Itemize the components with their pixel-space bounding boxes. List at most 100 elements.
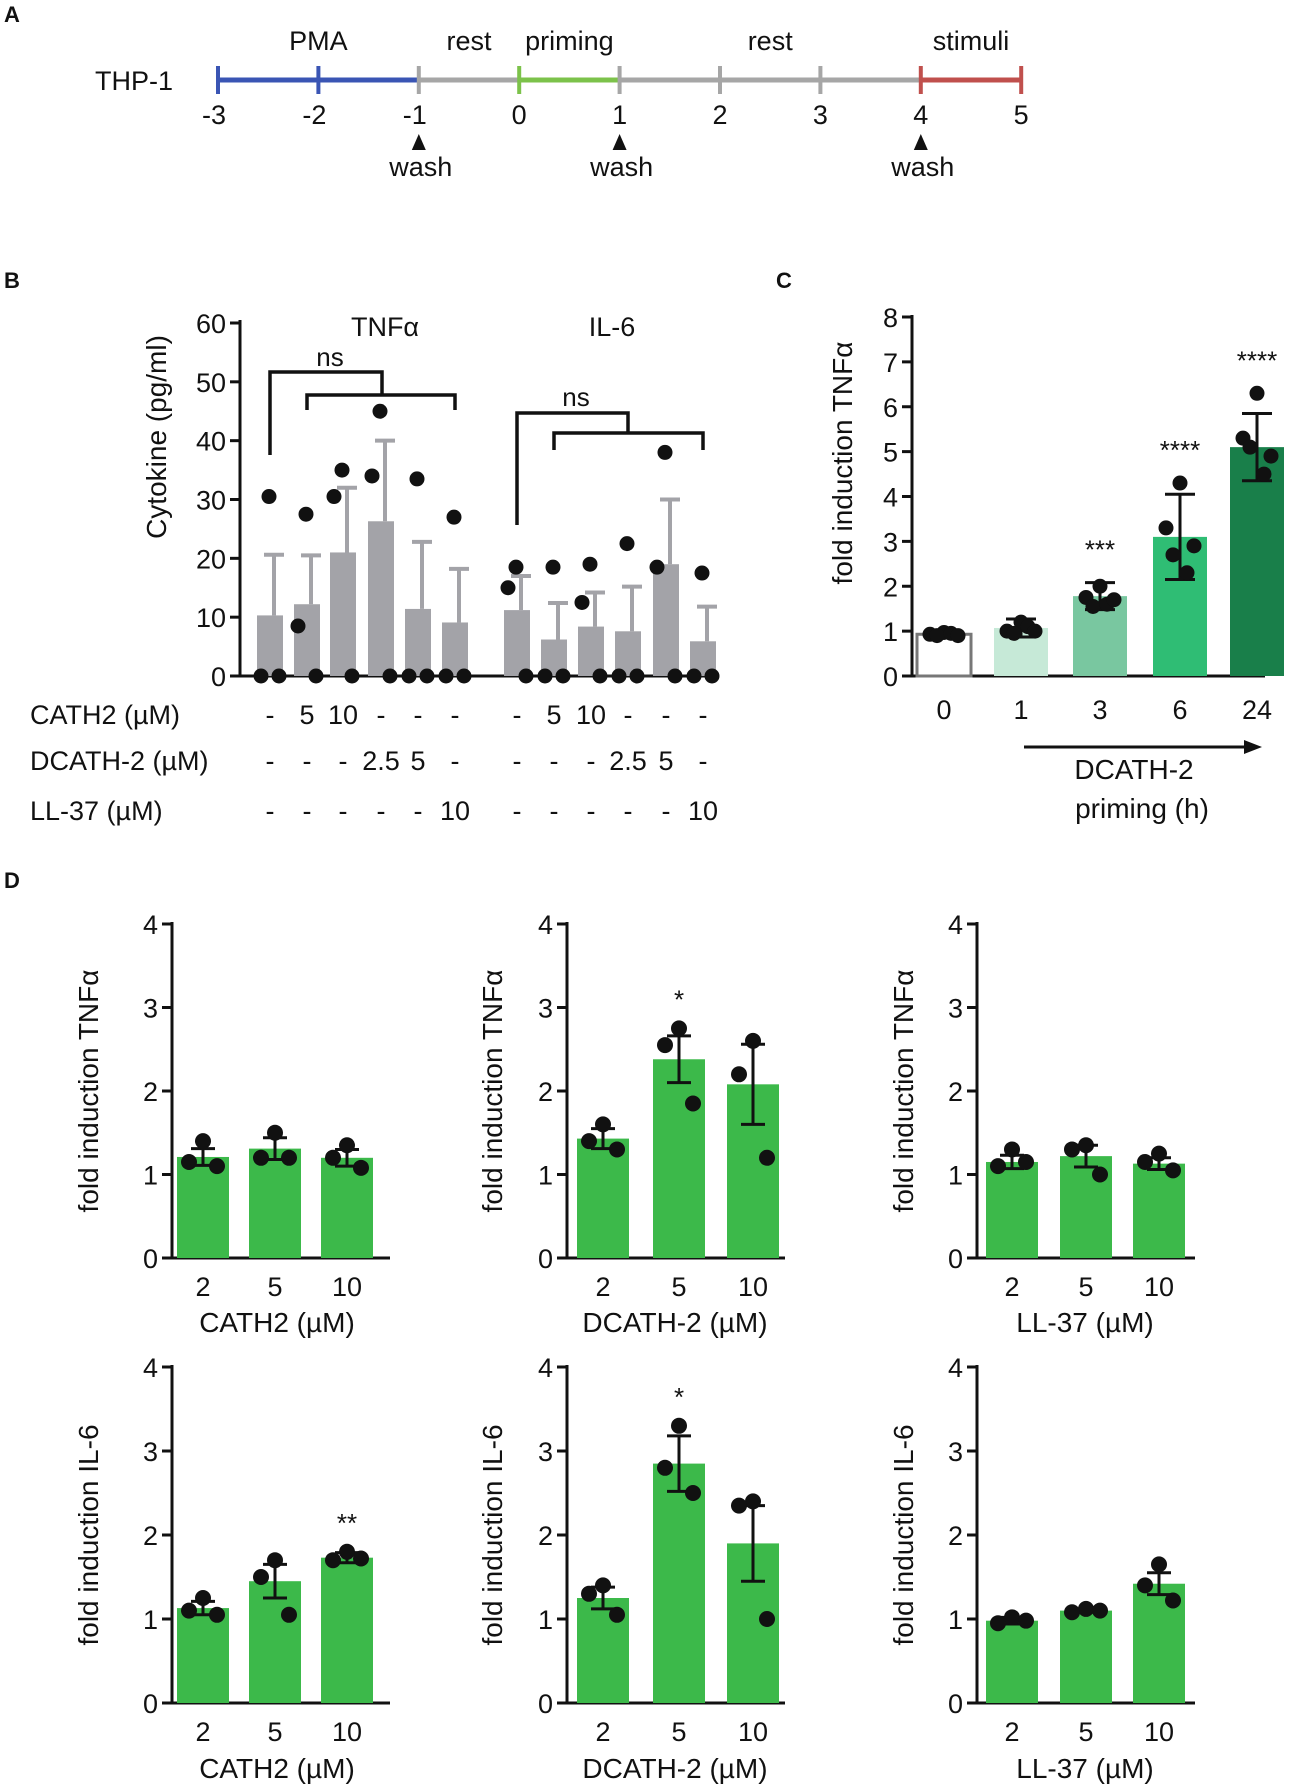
y-tick-label-3: 3	[948, 994, 963, 1024]
y-tick-label-2: 2	[538, 1077, 553, 1107]
b-y-tick-label-4: 40	[196, 427, 226, 457]
panel-letter-a: A	[4, 2, 20, 27]
data-point-10-2	[1165, 1592, 1181, 1609]
y-tick-label-1: 1	[883, 617, 898, 647]
bar-2	[177, 1156, 229, 1258]
data-point-2-2	[1018, 1612, 1034, 1629]
b-point-1-1-1	[537, 668, 553, 684]
y-tick-label-1: 1	[143, 1605, 158, 1635]
data-point-10-2	[759, 1149, 775, 1166]
phase-label-2: priming	[525, 26, 614, 56]
timeline-tick-label-4: 1	[612, 100, 627, 130]
b-point-0-1-1	[290, 618, 306, 634]
x-tick-label-6: 6	[1172, 695, 1187, 725]
bar-10	[321, 1557, 373, 1703]
data-point-5-1	[1064, 1604, 1080, 1621]
data-point-5-2	[281, 1149, 297, 1166]
b-point-1-3-0	[619, 536, 635, 552]
b-point-0-3-1	[364, 468, 380, 484]
data-point-3-0	[1092, 578, 1108, 594]
data-point-3-4	[1106, 592, 1122, 608]
data-point-2-1	[181, 1153, 197, 1170]
timeline-tick-label-3: 0	[512, 100, 527, 130]
y-tick-label-4: 4	[538, 910, 553, 940]
data-point-2-2	[609, 1606, 625, 1623]
b-bar-0-5	[442, 622, 468, 676]
data-point-10-1	[731, 1497, 747, 1514]
x-tick-label-2: 2	[195, 1717, 210, 1747]
wash-label-0: wash	[388, 152, 452, 182]
x-tick-label-5: 5	[267, 1272, 282, 1302]
b-bracket-tnfa-1	[268, 370, 384, 455]
phase-label-3: rest	[748, 26, 794, 56]
b-treatment-1-11: -	[699, 746, 708, 776]
d-chart-dcath2-il6: 0 1 2 3 4 2 5 * 10 fold induction IL-6 DCATH-2 (µM…	[477, 1353, 785, 1784]
x-tick-label-10: 10	[332, 1717, 362, 1747]
timeline-tick-label-0: -3	[202, 100, 226, 130]
data-point-3-2	[1085, 598, 1101, 614]
data-point-2-0	[595, 1577, 611, 1594]
d-chart-cath2-tnfa: 0 1 2 3 4 2 5 10 fold induction TNFα CATH2 (µM)	[73, 910, 390, 1338]
x-tick-label-2: 2	[595, 1717, 610, 1747]
b-point-1-4-2	[667, 668, 683, 684]
panel-letter-c: C	[776, 268, 792, 293]
wash-label-2: wash	[890, 152, 954, 182]
data-point-6-4	[1186, 538, 1202, 554]
b-treatment-0-0: -	[266, 700, 275, 730]
y-tick-label-4: 4	[948, 1353, 963, 1383]
b-point-1-0-0	[508, 559, 524, 575]
data-point-10-1	[325, 1552, 341, 1569]
b-group-label-il6: IL-6	[589, 312, 636, 342]
y-tick-label-3: 3	[538, 1437, 553, 1467]
data-point-2-0	[1004, 1609, 1020, 1626]
data-point-10-0	[745, 1493, 761, 1510]
b-point-0-1-0	[298, 506, 314, 522]
b-point-0-4-1	[401, 668, 417, 684]
data-point-5-0	[671, 1020, 687, 1037]
b-treatment-2-8: -	[587, 796, 596, 826]
y-tick-label-0: 0	[538, 1689, 553, 1719]
x-tick-label-24: 24	[1242, 695, 1272, 725]
d-chart-ll37-tnfa: 0 1 2 3 4 2 5 10 fold induction TNFα LL-37 (µM)	[888, 910, 1195, 1338]
b-treatment-0-7: 5	[546, 700, 561, 730]
d-xlabel-1: DCATH-2 (µM)	[582, 1307, 767, 1338]
b-point-1-2-1	[574, 594, 590, 610]
d-xlabel-2: LL-37 (µM)	[1016, 1307, 1154, 1338]
data-point-5-1	[253, 1569, 269, 1585]
b-point-1-0-1	[500, 580, 516, 596]
y-tick-label-4: 4	[538, 1353, 553, 1383]
b-point-0-4-0	[409, 471, 425, 487]
y-tick-label-2: 2	[143, 1521, 158, 1551]
data-point-2-0	[595, 1116, 611, 1133]
d-xlabel-0: CATH2 (µM)	[199, 1307, 355, 1338]
y-tick-label-3: 3	[143, 1437, 158, 1467]
timeline-tick-label-2: -1	[403, 100, 427, 130]
x-tick-label-5: 5	[671, 1272, 686, 1302]
data-point-5-0	[267, 1552, 283, 1569]
y-tick-label-0: 0	[143, 1689, 158, 1719]
y-tick-label-0: 0	[538, 1244, 553, 1274]
data-point-2-2	[209, 1158, 225, 1175]
b-treatment-0-10: -	[662, 700, 671, 730]
b-point-1-1-0	[545, 559, 561, 575]
significance-24: ****	[1237, 345, 1277, 375]
bar-2	[577, 1138, 629, 1258]
b-point-0-1-2	[308, 668, 324, 684]
y-tick-label-1: 1	[948, 1161, 963, 1191]
x-tick-label-10: 10	[332, 1272, 362, 1302]
wash-label-1: wash	[589, 152, 653, 182]
d-ylabel-3: fold induction IL-6	[73, 1424, 104, 1645]
y-tick-label-2: 2	[143, 1077, 158, 1107]
data-point-10-1	[731, 1066, 747, 1083]
data-point-24-3	[1256, 466, 1272, 482]
b-point-1-5-0	[694, 565, 710, 581]
b-treatment-1-10: 5	[658, 746, 673, 776]
x-tick-label-10: 10	[738, 1717, 768, 1747]
y-tick-label-7: 7	[883, 348, 898, 378]
b-treatment-1-8: -	[587, 746, 596, 776]
data-point-24-2	[1242, 439, 1258, 455]
b-treatment-2-6: -	[513, 796, 522, 826]
panel-letter-b: B	[4, 268, 20, 293]
b-treatment-1-3: 2.5	[362, 746, 400, 776]
